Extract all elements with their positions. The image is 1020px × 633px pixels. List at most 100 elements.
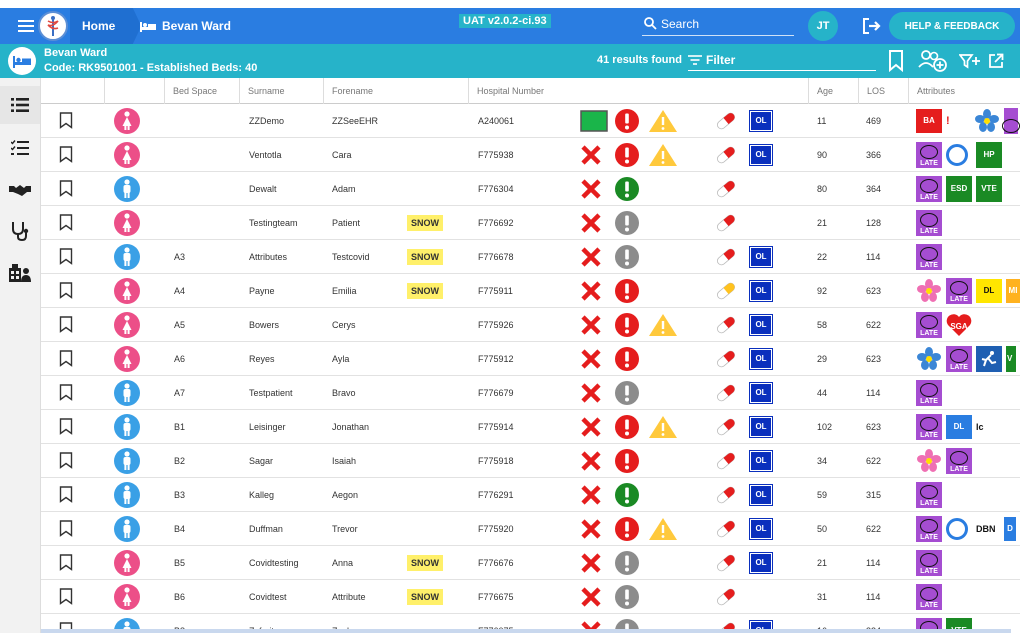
bookmark-icon[interactable] bbox=[59, 376, 73, 409]
bookmark-icon[interactable] bbox=[59, 206, 73, 239]
red-attribute-badge[interactable]: BA bbox=[916, 104, 942, 137]
pink-flower-icon[interactable] bbox=[916, 274, 942, 307]
late-badge[interactable]: LATE bbox=[916, 478, 942, 511]
table-row[interactable]: B4 Duffman Trevor F775920 50 622 OL LATE DBN D bbox=[41, 512, 1020, 546]
sidebar-item-clinical[interactable] bbox=[0, 212, 40, 250]
alert-red-icon[interactable] bbox=[614, 410, 640, 443]
medication-pill-icon[interactable] bbox=[714, 410, 738, 443]
sidebar-item-staff[interactable] bbox=[0, 254, 40, 292]
filter-add-icon[interactable] bbox=[958, 49, 982, 73]
ol-badge[interactable]: OL bbox=[749, 313, 773, 336]
late-badge[interactable]: LATE bbox=[916, 580, 942, 613]
header-los[interactable]: LOS bbox=[858, 78, 908, 104]
bookmark-icon[interactable] bbox=[59, 138, 73, 171]
alert-green-icon[interactable] bbox=[614, 172, 640, 205]
medication-pill-icon[interactable] bbox=[714, 206, 738, 239]
ring-icon[interactable] bbox=[946, 512, 968, 545]
bookmark-icon[interactable] bbox=[59, 546, 73, 579]
alert-grey-icon[interactable] bbox=[614, 206, 640, 239]
ol-badge[interactable]: OL bbox=[749, 449, 773, 472]
orange-attribute-badge[interactable]: MI bbox=[1006, 274, 1020, 307]
ring-icon[interactable] bbox=[946, 138, 968, 171]
exclamation-text[interactable]: ! bbox=[946, 104, 950, 137]
green-attribute-badge[interactable]: ESD bbox=[946, 172, 972, 205]
late-badge[interactable]: LATE bbox=[916, 546, 942, 579]
alert-grey-icon[interactable] bbox=[614, 546, 640, 579]
medication-pill-icon[interactable] bbox=[714, 444, 738, 477]
table-row[interactable]: Dewalt Adam F776304 80 364 LATE ESD VTE bbox=[41, 172, 1020, 206]
filter-input[interactable]: Filter bbox=[688, 49, 876, 71]
alert-red-icon[interactable] bbox=[614, 512, 640, 545]
alert-red-icon[interactable] bbox=[614, 274, 640, 307]
breadcrumb-home[interactable]: Home bbox=[70, 8, 142, 44]
blue-attribute-badge[interactable]: D bbox=[1004, 512, 1016, 545]
alert-red-icon[interactable] bbox=[614, 138, 640, 171]
late-badge[interactable]: LATE bbox=[916, 376, 942, 409]
bookmark-icon[interactable] bbox=[59, 512, 73, 545]
header-bed-space[interactable]: Bed Space bbox=[164, 78, 239, 104]
ol-badge[interactable]: OL bbox=[749, 143, 773, 166]
medication-pill-icon[interactable] bbox=[714, 546, 738, 579]
table-row[interactable]: B6 Covidtest Attribute F776675 31 114 SNOW LATE bbox=[41, 580, 1020, 614]
ol-badge[interactable]: OL bbox=[749, 551, 773, 574]
header-hospital-number[interactable]: Hospital Number bbox=[468, 78, 808, 104]
ol-badge[interactable]: OL bbox=[749, 381, 773, 404]
table-row[interactable]: A4 Payne Emilia F775911 92 623 SNOW OL LATE DL MI bbox=[41, 274, 1020, 308]
bookmark-icon[interactable] bbox=[59, 580, 73, 613]
bookmark-icon[interactable] bbox=[59, 240, 73, 273]
table-row[interactable]: ZZDemo ZZSeeEHR A240061 11 469 OL BA! bbox=[41, 104, 1020, 138]
bookmark-icon[interactable] bbox=[59, 614, 73, 633]
user-avatar[interactable]: JT bbox=[808, 11, 838, 41]
ol-badge[interactable]: OL bbox=[749, 347, 773, 370]
table-row[interactable]: Ventotla Cara F775938 90 366 OL LATE HP bbox=[41, 138, 1020, 172]
medication-pill-icon[interactable] bbox=[714, 512, 738, 545]
yellow-attribute-badge[interactable]: DL bbox=[976, 274, 1002, 307]
late-badge[interactable]: LATE bbox=[916, 410, 942, 443]
ol-badge[interactable]: OL bbox=[749, 245, 773, 268]
late-badge[interactable]: LATE bbox=[916, 206, 942, 239]
medication-pill-icon[interactable] bbox=[714, 104, 738, 137]
sidebar-item-checklist[interactable] bbox=[0, 129, 40, 167]
ol-badge[interactable]: OL bbox=[749, 109, 773, 132]
text-attribute[interactable]: DBN bbox=[976, 512, 996, 545]
sidebar-item-handover[interactable] bbox=[0, 171, 40, 209]
bookmark-icon[interactable] bbox=[59, 410, 73, 443]
medication-pill-icon[interactable] bbox=[714, 580, 738, 613]
alert-red-icon[interactable] bbox=[614, 444, 640, 477]
menu-button[interactable] bbox=[10, 8, 42, 44]
bookmark-icon[interactable] bbox=[59, 342, 73, 375]
green-attribute-badge[interactable]: HP bbox=[976, 138, 1002, 171]
bookmark-icon[interactable] bbox=[59, 444, 73, 477]
green-attribute-badge[interactable]: V bbox=[1006, 342, 1016, 375]
pink-flower-icon[interactable] bbox=[916, 444, 942, 477]
medication-pill-icon[interactable] bbox=[714, 172, 738, 205]
table-row[interactable]: A7 Testpatient Bravo F776679 44 114 OL LATE bbox=[41, 376, 1020, 410]
table-row[interactable]: A5 Bowers Cerys F775926 58 622 OL LATE SGA bbox=[41, 308, 1020, 342]
sga-heart-icon[interactable]: SGA bbox=[946, 308, 972, 341]
text-attribute[interactable]: lc bbox=[976, 410, 984, 443]
horizontal-scrollbar[interactable] bbox=[41, 629, 1011, 633]
late-badge[interactable]: LATE bbox=[946, 444, 972, 477]
ol-badge[interactable]: OL bbox=[749, 483, 773, 506]
logout-icon[interactable] bbox=[862, 17, 882, 35]
alert-grey-icon[interactable] bbox=[614, 580, 640, 613]
table-row[interactable]: B3 Kalleg Aegon F776291 59 315 OL LATE bbox=[41, 478, 1020, 512]
medication-pill-icon[interactable] bbox=[714, 342, 738, 375]
late-badge[interactable]: LATE bbox=[916, 308, 942, 341]
alert-red-icon[interactable] bbox=[614, 104, 640, 137]
medication-pill-icon[interactable] bbox=[714, 376, 738, 409]
ol-badge[interactable]: OL bbox=[749, 279, 773, 302]
late-badge[interactable]: LATE bbox=[916, 138, 942, 171]
late-badge[interactable]: LATE bbox=[916, 512, 942, 545]
bookmark-icon[interactable] bbox=[59, 172, 73, 205]
table-row[interactable]: B1 Leisinger Jonathan F775914 102 623 OL LATE DL… bbox=[41, 410, 1020, 444]
table-row[interactable]: B2 Sagar Isaiah F775918 34 622 OL LATE bbox=[41, 444, 1020, 478]
bookmark-icon[interactable] bbox=[59, 274, 73, 307]
ol-badge[interactable]: OL bbox=[749, 415, 773, 438]
ol-badge[interactable]: OL bbox=[749, 517, 773, 540]
medication-pill-icon[interactable] bbox=[714, 274, 738, 307]
late-badge[interactable] bbox=[1002, 104, 1020, 137]
medication-pill-icon[interactable] bbox=[714, 240, 738, 273]
bookmark-icon[interactable] bbox=[59, 478, 73, 511]
alert-red-icon[interactable] bbox=[614, 342, 640, 375]
